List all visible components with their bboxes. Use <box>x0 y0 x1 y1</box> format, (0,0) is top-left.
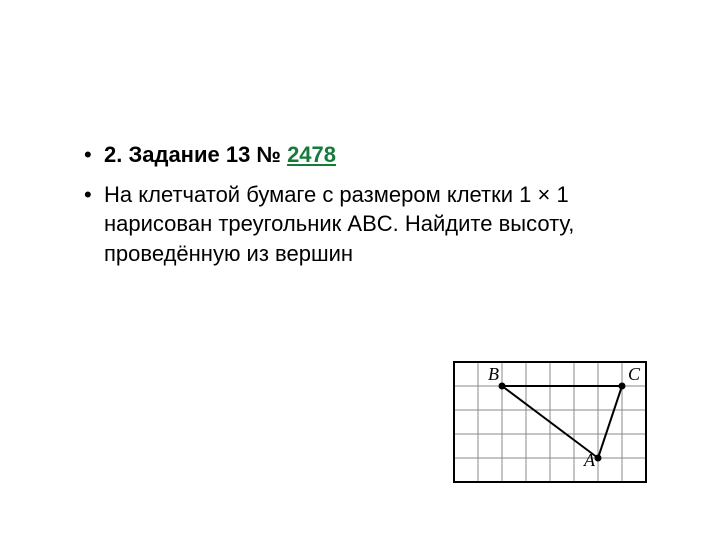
problem-text: На клетчатой бумаге с раз­ме­ром клет­ки… <box>104 182 574 266</box>
task-number-link[interactable]: 2478 <box>287 142 336 167</box>
task-problem-text: На клетчатой бумаге с раз­ме­ром клет­ки… <box>80 180 590 269</box>
svg-text:B: B <box>488 364 499 384</box>
task-heading: 2. Задание 13 № 2478 <box>80 140 660 170</box>
svg-text:C: C <box>628 364 641 384</box>
svg-text:A: A <box>583 450 596 470</box>
task-heading-prefix: 2. Задание 13 № <box>104 142 287 167</box>
triangle-figure: B C A <box>450 348 650 490</box>
